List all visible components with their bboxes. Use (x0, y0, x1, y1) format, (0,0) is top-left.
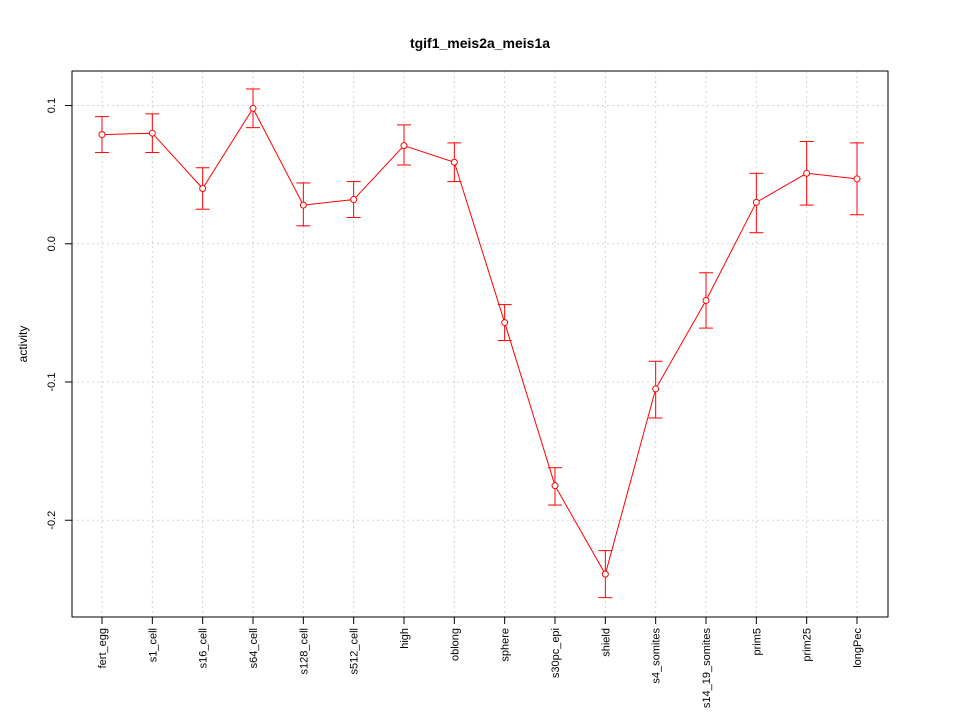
data-point (702, 296, 710, 304)
data-point (199, 184, 207, 192)
data-point (350, 196, 358, 204)
series-line (101, 107, 858, 576)
x-tick-label: prim5 (751, 628, 763, 656)
data-point (450, 158, 458, 166)
data-point (652, 385, 660, 393)
x-tick-label: high (399, 628, 411, 649)
data-point (249, 104, 257, 112)
data-point (148, 129, 156, 137)
x-tick-label: oblong (449, 628, 461, 661)
y-axis-label: activity (16, 326, 30, 363)
x-tick-label: s4_somites (651, 628, 663, 684)
x-tick-label: s16_cell (198, 628, 210, 668)
x-tick-label: fert_egg (97, 628, 109, 668)
x-tick-label: shield (600, 628, 612, 657)
x-tick-label: s512_cell (349, 628, 361, 674)
x-tick-label: s30pc_epi (550, 628, 562, 678)
data-point (98, 131, 106, 139)
x-tick-label: s64_cell (248, 628, 260, 668)
y-tick-label: 0.1 (46, 98, 58, 113)
y-tick-label: -0.1 (46, 373, 58, 392)
data-point (501, 319, 509, 327)
y-tick-label: 0.0 (46, 236, 58, 251)
x-tick-label: s1_cell (147, 628, 159, 662)
x-tick-label: sphere (500, 628, 512, 662)
data-point (551, 482, 559, 490)
x-axis: fert_egg s1_cell s16_cell s64_cell s128_cell… (97, 616, 864, 709)
data-point (853, 175, 861, 183)
chart-title: tgif1_meis2a_meis1a (410, 35, 550, 51)
grid (72, 71, 888, 617)
data-point (752, 198, 760, 206)
data-point (803, 169, 811, 177)
data-point (400, 142, 408, 150)
series-layer (95, 88, 864, 599)
x-tick-label: s128_cell (298, 628, 310, 674)
data-point (601, 570, 609, 578)
data-point (299, 201, 307, 209)
y-axis: -0.2 -0.1 0.0 0.1 (46, 98, 73, 530)
x-tick-label: longPec (852, 628, 864, 668)
plot-area-border (71, 70, 889, 618)
x-tick-label: prim25 (802, 628, 814, 662)
y-tick-label: -0.2 (46, 511, 58, 530)
x-tick-label: s14_19_somites (701, 628, 713, 709)
